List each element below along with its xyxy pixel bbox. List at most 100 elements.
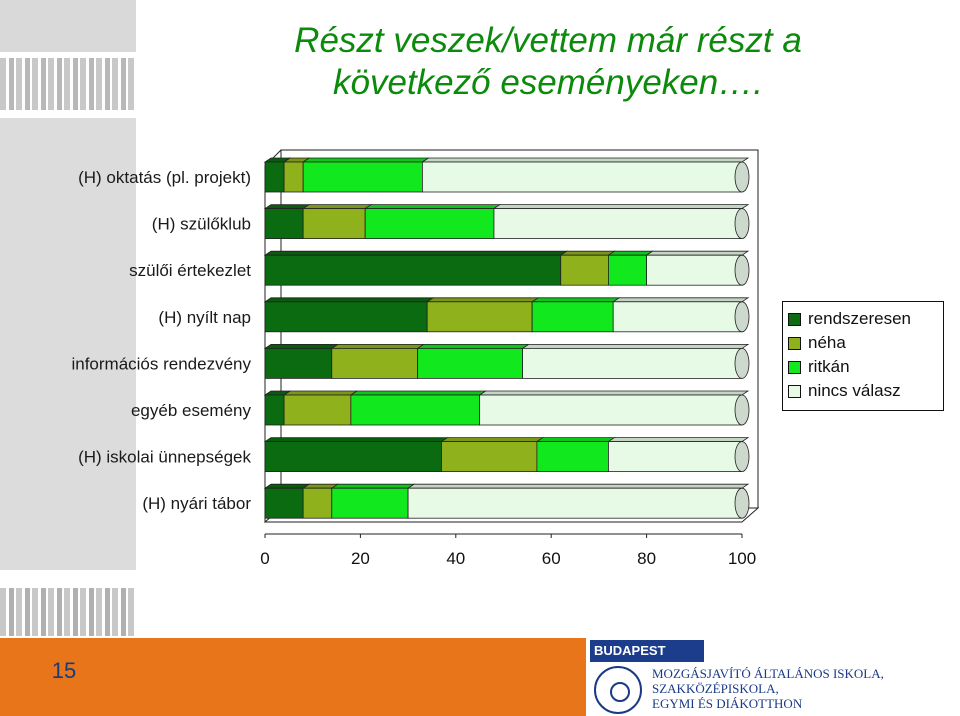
bar-segment bbox=[302, 208, 366, 240]
x-tick-label: 60 bbox=[542, 549, 561, 568]
bar-segment-top bbox=[263, 343, 340, 349]
bar-segment bbox=[560, 254, 609, 286]
x-tick-label: 40 bbox=[446, 549, 465, 568]
bar-segment bbox=[331, 347, 419, 379]
bar-segment-top bbox=[645, 250, 750, 256]
x-tick-label: 0 bbox=[260, 549, 269, 568]
bar-segment bbox=[422, 161, 743, 193]
bar-segment-top bbox=[478, 390, 750, 396]
bar-segment bbox=[264, 347, 333, 379]
bar-segment-top bbox=[263, 437, 449, 443]
category-label: (H) iskolai ünnepségek bbox=[78, 448, 251, 467]
legend-item: rendszeresen bbox=[788, 308, 911, 330]
bar-segment bbox=[426, 301, 533, 333]
school-name-line-2: SZAKKÖZÉPISKOLA, bbox=[652, 681, 779, 696]
bar-segment-top bbox=[425, 297, 540, 303]
stacked-bar-chart: 0 20 40 60 80 100 (H) oktatás (pl. projekt) (H)… bbox=[71, 149, 760, 568]
x-tick-label: 100 bbox=[728, 549, 756, 568]
legend-swatch bbox=[788, 312, 801, 326]
bar-segment-top bbox=[330, 483, 416, 489]
bar-segment bbox=[302, 161, 423, 193]
decor-stripe-block-top bbox=[0, 0, 136, 52]
decor-stripe-lines-bottom bbox=[0, 588, 136, 636]
bar-segment bbox=[417, 347, 523, 379]
bar-segment bbox=[407, 487, 743, 519]
bar-segment-top bbox=[530, 297, 621, 303]
bar-segment-top bbox=[607, 437, 750, 443]
bar-end-cap bbox=[734, 301, 750, 333]
bar-end-cap bbox=[734, 487, 750, 519]
bar-segment bbox=[536, 441, 609, 473]
bar-segment bbox=[264, 394, 285, 426]
bar-segment bbox=[612, 301, 743, 333]
chart-legend: rendszeresen néha ritkán nincs válasz bbox=[782, 301, 944, 411]
bar-end-cap bbox=[734, 161, 750, 193]
decor-grey-panel bbox=[0, 118, 136, 570]
school-logo-panel: BUDAPEST MOZGÁSJAVÍTÓ ÁLTALÁNOS ISKOLA, … bbox=[586, 636, 960, 716]
legend-item: néha bbox=[788, 332, 846, 354]
budapest-logo: BUDAPEST bbox=[590, 640, 704, 662]
x-tick-label: 20 bbox=[351, 549, 370, 568]
bar-segment bbox=[283, 394, 352, 426]
legend-item: nincs válasz bbox=[788, 380, 901, 402]
school-seal-icon bbox=[594, 666, 642, 714]
legend-label: nincs válasz bbox=[808, 381, 901, 400]
bar-segment-top bbox=[330, 343, 425, 349]
slide-title-line-1: Részt veszek/vettem már részt a bbox=[294, 21, 802, 60]
bar-segment-top bbox=[535, 437, 616, 443]
category-label: információs rendezvény bbox=[71, 354, 251, 373]
decor-stripe-lines-top bbox=[0, 58, 136, 110]
bar-segment-top bbox=[301, 204, 373, 210]
bar-segment-top bbox=[263, 250, 569, 256]
bar-segment-top bbox=[363, 204, 502, 210]
category-label: egyéb esemény bbox=[131, 401, 252, 420]
legend-label: néha bbox=[808, 333, 846, 352]
category-label: (H) nyári tábor bbox=[142, 494, 251, 513]
bar-segment bbox=[531, 301, 614, 333]
bar-segment-top bbox=[301, 157, 430, 163]
bar-segment bbox=[441, 441, 538, 473]
bar-segment bbox=[283, 161, 304, 193]
bar-segment-top bbox=[492, 204, 750, 210]
legend-label: ritkán bbox=[808, 357, 850, 376]
slide-title-line-2: következő eseményeken…. bbox=[333, 63, 763, 102]
bar-segment bbox=[302, 487, 333, 519]
bar-segment bbox=[608, 254, 648, 286]
school-name: MOZGÁSJAVÍTÓ ÁLTALÁNOS ISKOLA, SZAKKÖZÉP… bbox=[652, 666, 884, 711]
page-number: 15 bbox=[51, 658, 77, 683]
bar-segment bbox=[264, 487, 304, 519]
bar-segment bbox=[522, 347, 743, 379]
category-label: (H) oktatás (pl. projekt) bbox=[78, 168, 251, 187]
bar-segment-top bbox=[421, 157, 750, 163]
bar-segment bbox=[646, 254, 743, 286]
bar-end-cap bbox=[734, 441, 750, 473]
bar-end-cap bbox=[734, 347, 750, 379]
bar-segment-top bbox=[282, 390, 359, 396]
bar-segment bbox=[264, 208, 304, 240]
category-label: (H) nyílt nap bbox=[158, 308, 251, 327]
bar-segment-top bbox=[521, 343, 750, 349]
bar-segment-top bbox=[263, 204, 311, 210]
bar-segment bbox=[608, 441, 743, 473]
bar-segment-top bbox=[440, 437, 545, 443]
x-tick-label: 80 bbox=[637, 549, 656, 568]
plot-area bbox=[265, 150, 758, 522]
bar-end-cap bbox=[734, 394, 750, 426]
category-label: szülői értekezlet bbox=[129, 261, 251, 280]
legend-swatch bbox=[788, 384, 801, 398]
bar-segment-top bbox=[263, 483, 311, 489]
category-label: (H) szülőklub bbox=[152, 215, 251, 234]
bar-segment bbox=[264, 161, 285, 193]
legend-swatch bbox=[788, 336, 801, 350]
bar-segment-top bbox=[406, 483, 750, 489]
bar-segment-top bbox=[559, 250, 616, 256]
bar-segment bbox=[350, 394, 481, 426]
bar-segment bbox=[364, 208, 495, 240]
bar-segment bbox=[264, 254, 562, 286]
slide-title: Részt veszek/vettem már részt a következ… bbox=[148, 20, 948, 104]
bar-segment-top bbox=[416, 343, 530, 349]
legend-label: rendszeresen bbox=[808, 309, 912, 328]
bar-segment-top bbox=[263, 297, 435, 303]
legend-swatch bbox=[788, 360, 801, 374]
bar-segment bbox=[479, 394, 743, 426]
